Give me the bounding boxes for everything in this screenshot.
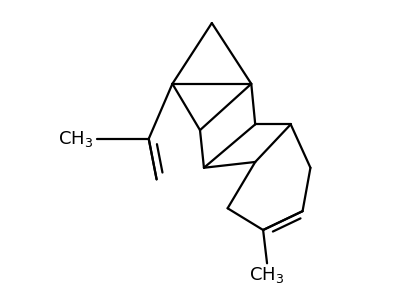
Text: CH$_3$: CH$_3$ — [58, 129, 94, 149]
Text: CH$_3$: CH$_3$ — [250, 265, 285, 285]
